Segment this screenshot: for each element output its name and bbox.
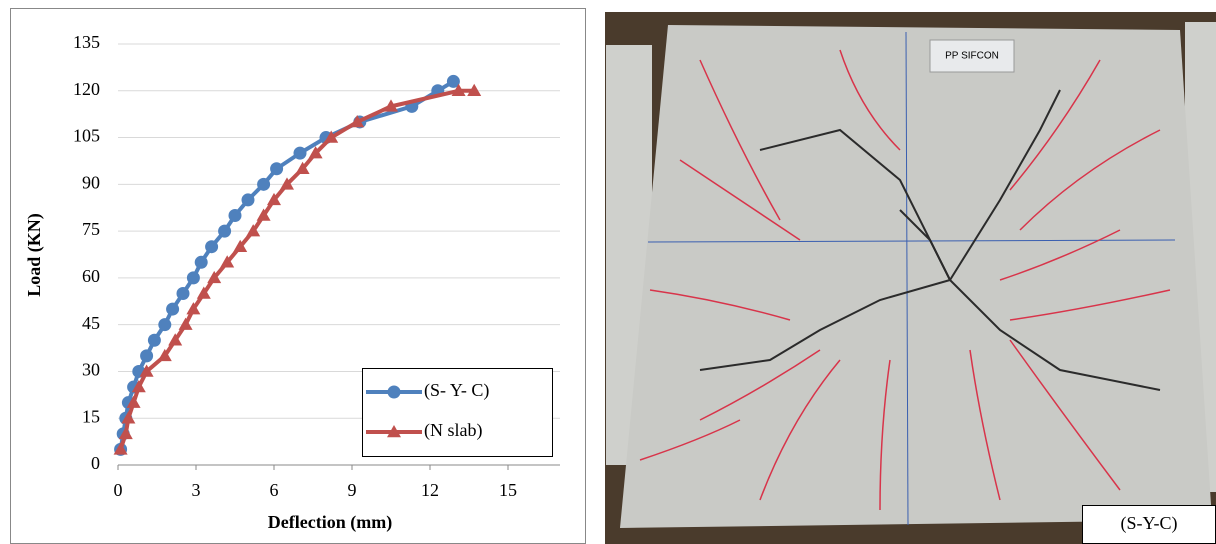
x-tick-label: 15 [499, 480, 517, 500]
point-marker [118, 426, 133, 440]
point-marker [280, 177, 294, 190]
x-tick-label: 6 [270, 480, 279, 500]
point-marker [121, 411, 136, 424]
point-marker [446, 74, 460, 88]
photo: PP SIFCON (S-Y-C) [605, 12, 1216, 544]
point-marker [228, 209, 242, 223]
point-marker [178, 317, 193, 330]
photo-label-box [1082, 505, 1216, 544]
point-marker [166, 302, 180, 316]
y-tick-label: 45 [82, 313, 100, 333]
point-marker [176, 286, 190, 300]
point-marker [451, 83, 466, 97]
y-tick-label: 120 [73, 79, 100, 99]
point-marker [256, 208, 271, 221]
y-tick-label: 105 [73, 126, 100, 146]
y-tick-label: 15 [82, 406, 100, 426]
point-marker [131, 380, 146, 393]
point-marker [293, 146, 307, 160]
point-marker [324, 130, 339, 143]
point-marker [194, 255, 208, 269]
point-marker [267, 192, 281, 206]
x-tick-label: 0 [114, 480, 123, 500]
point-marker [139, 364, 154, 377]
point-marker [218, 224, 232, 238]
y-tick-label: 135 [73, 32, 100, 52]
legend-label: (N slab) [424, 420, 482, 441]
y-tick-label: 75 [82, 219, 100, 239]
tag-card [929, 39, 1015, 73]
y-tick-label: 0 [91, 453, 100, 473]
slab-line [647, 239, 1176, 243]
point-marker [467, 83, 482, 97]
point-marker [233, 239, 248, 252]
point-marker [168, 333, 183, 346]
point-marker [246, 224, 261, 237]
marked-cracks [639, 49, 1171, 511]
point-marker [126, 395, 141, 408]
point-marker [186, 302, 201, 315]
point-marker [207, 270, 222, 284]
point-marker [308, 146, 323, 159]
point-marker [157, 348, 172, 362]
x-axis-title: Deflection (mm) [268, 512, 392, 533]
point-marker [186, 271, 200, 285]
y-axis-title: Load (KN) [24, 213, 45, 297]
point-marker [241, 193, 255, 207]
slab-line [905, 31, 909, 526]
point-marker [270, 162, 284, 176]
point-marker [140, 349, 154, 363]
slab [620, 25, 1212, 528]
point-marker [158, 318, 172, 332]
y-tick-label: 90 [82, 172, 100, 192]
point-marker [113, 442, 128, 455]
point-marker [257, 177, 271, 191]
photo-label: (S-Y-C) [1121, 513, 1178, 534]
x-tick-label: 12 [421, 480, 439, 500]
point-marker [384, 99, 398, 112]
point-marker [205, 240, 219, 254]
y-tick-label: 60 [82, 266, 100, 286]
x-tick-label: 3 [192, 480, 201, 500]
x-tick-label: 9 [348, 480, 357, 500]
legend-label: (S- Y- C) [424, 380, 489, 401]
point-marker [387, 385, 401, 399]
point-marker [350, 114, 365, 128]
photo-tag: PP SIFCON [945, 51, 999, 62]
point-marker [295, 161, 310, 174]
point-marker [147, 333, 161, 347]
legend-box [362, 368, 553, 457]
y-tick-label: 30 [82, 360, 100, 380]
point-marker [387, 425, 401, 438]
cracks [699, 89, 1161, 391]
point-marker [196, 286, 211, 299]
point-marker [220, 255, 235, 268]
